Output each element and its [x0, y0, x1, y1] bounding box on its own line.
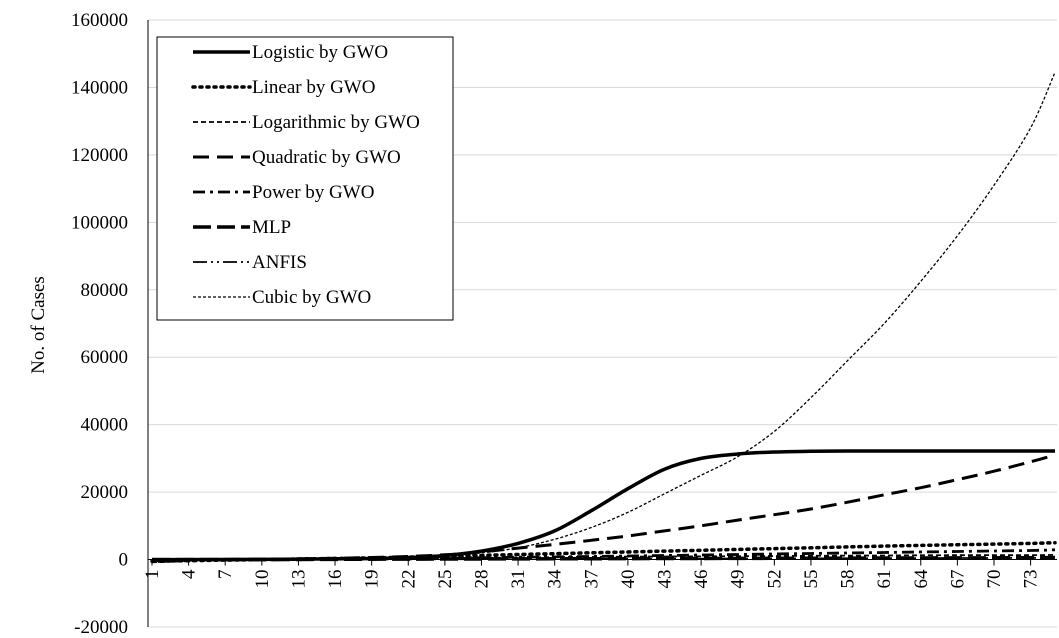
x-tick-label: 13 [288, 570, 309, 589]
x-tick-label: 64 [911, 569, 932, 589]
y-tick-label: 80000 [81, 280, 129, 301]
y-tick-label: 120000 [71, 145, 128, 166]
legend-label: ANFIS [252, 252, 307, 273]
x-tick-label: 28 [471, 570, 492, 589]
y-tick-label: 140000 [71, 77, 128, 98]
x-tick-label: 61 [874, 570, 895, 589]
x-tick-label: 55 [801, 570, 822, 589]
y-tick-label: 0 [119, 550, 129, 571]
legend-label: Logarithmic by GWO [252, 112, 420, 133]
y-tick-label: 60000 [81, 347, 129, 368]
x-tick-label: 40 [618, 570, 639, 589]
x-tick-label: 4 [179, 569, 200, 579]
x-tick-label: 58 [838, 570, 859, 589]
x-tick-label: 43 [655, 570, 676, 589]
legend-label: MLP [252, 217, 291, 238]
y-tick-label: 100000 [71, 212, 128, 233]
x-tick-label: 70 [984, 570, 1005, 589]
series-line-logistic-by-gwo [151, 449, 1055, 562]
axes [147, 20, 1057, 627]
x-tick-label: 34 [545, 569, 566, 589]
x-tick-label: 52 [764, 570, 785, 589]
y-tick-label: -20000 [74, 617, 128, 638]
legend-label: Cubic by GWO [252, 287, 371, 308]
x-tick-label: 31 [508, 570, 529, 589]
x-tick-label: 10 [252, 570, 273, 589]
x-tick-label: 67 [947, 570, 968, 589]
legend-label: Power by GWO [252, 182, 374, 203]
x-tick-label: 22 [398, 570, 419, 589]
x-tick-label: 49 [728, 570, 749, 589]
x-tick-labels: 1 4 7 10 13 16 19 22 25 28 31 34 37 40 43 46 49 52 55 58 61 6… [142, 559, 1042, 589]
y-axis-label: No. of Cases [28, 276, 49, 374]
y-tick-label: 40000 [81, 415, 129, 436]
series-line-quadratic-by-gwo [151, 453, 1056, 562]
legend-box [156, 36, 454, 321]
legend-label: Quadratic by GWO [252, 147, 401, 168]
legend: Logistic by GWO Linear by GWO Logarithmic … [156, 36, 454, 321]
x-tick-label: 1 [142, 570, 163, 580]
x-tick-label: 25 [435, 570, 456, 589]
y-tick-labels: -20000 0 20000 40000 60000 80000 100000 120000 1… [71, 10, 128, 638]
x-tick-label: 19 [362, 570, 383, 589]
y-tick-label: 20000 [81, 482, 129, 503]
series-layer [150, 72, 1057, 564]
series-line-power-by-gwo [151, 548, 1056, 562]
x-tick-label: 16 [325, 570, 346, 589]
legend-label: Logistic by GWO [252, 42, 388, 63]
x-tick-label: 7 [215, 570, 236, 580]
x-tick-label: 73 [1021, 570, 1042, 589]
y-tick-label: 160000 [71, 10, 128, 31]
x-tick-label: 37 [581, 570, 602, 589]
x-tick-label: 46 [691, 570, 712, 589]
legend-label: Linear by GWO [252, 77, 375, 98]
